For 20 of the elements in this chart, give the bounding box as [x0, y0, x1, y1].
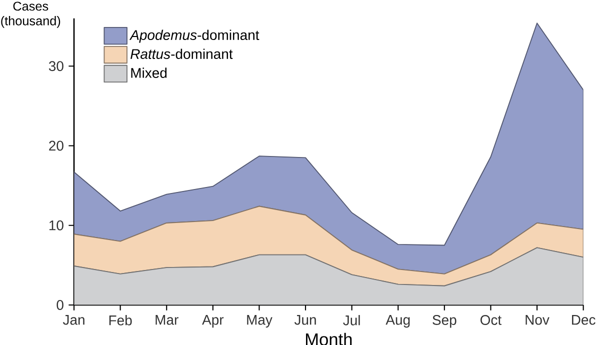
legend-label: Apodemus-dominant [129, 30, 260, 43]
x-tick-label: Mar [156, 315, 178, 325]
y-tick-label: 10 [49, 220, 64, 230]
legend-label: Mixed [131, 68, 167, 78]
x-tick-label: Nov [526, 315, 550, 325]
y-tick-label: 20 [49, 140, 64, 151]
x-tick-label: Oct [480, 315, 502, 325]
x-tick-label: Aug [386, 315, 410, 328]
y-tick-label: 0 [56, 300, 64, 310]
y-axis-title: Cases (thousand) [1, 2, 60, 28]
x-tick-label: Feb [109, 315, 132, 326]
y-tick-label: 30 [48, 61, 64, 72]
x-tick-label: Jul [343, 315, 360, 326]
x-tick-label: Sep [432, 315, 456, 328]
legend-label: Rattus-dominant [130, 48, 233, 59]
x-tick-label: Jun [294, 315, 316, 325]
x-tick-label: Apr [202, 315, 224, 328]
x-tick-label: Jan [62, 315, 84, 325]
x-tick-label: May [247, 315, 272, 328]
x-tick-label: Dec [572, 315, 596, 325]
